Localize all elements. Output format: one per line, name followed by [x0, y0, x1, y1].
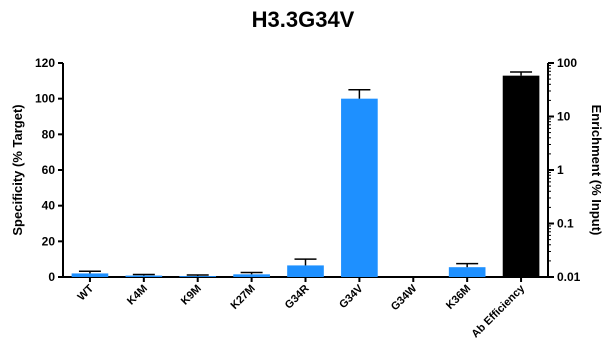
x-tick-label: G34W	[389, 282, 420, 313]
y2-tick-label: 1	[557, 163, 564, 177]
y-tick-label: 40	[42, 199, 56, 213]
y-tick-label: 120	[35, 56, 55, 70]
y2-tick-label: 100	[557, 56, 577, 70]
y2-tick-label: 0.01	[557, 270, 581, 284]
y2-axis-title: Enrichment (% Input)	[589, 105, 604, 236]
x-tick-label: K4M	[125, 283, 150, 308]
plot-area: 0 20 40 60 80 100 120 0.01 0.1 1 10 100 WT K4M K9M K27M…	[35, 56, 581, 340]
bar	[502, 75, 540, 277]
x-tick-label: G34R	[283, 283, 312, 312]
bar	[125, 275, 163, 277]
y-tick-label: 80	[42, 127, 56, 141]
y2-tick-label: 0.1	[557, 217, 574, 231]
x-tick-label: G34V	[337, 282, 366, 311]
y2-tick-label: 10	[557, 110, 571, 124]
bar	[287, 265, 324, 277]
x-tick-label: K27M	[228, 283, 257, 312]
y-axis-title: Specificity (% Target)	[10, 104, 25, 235]
x-tick-label: K36M	[444, 283, 473, 312]
y-tick-label: 60	[42, 163, 56, 177]
bar	[448, 267, 486, 277]
y-tick-label: 20	[42, 234, 56, 248]
x-tick-label: WT	[75, 282, 96, 303]
y-tick-label: 100	[35, 92, 55, 106]
x-tick-label: K9M	[179, 283, 204, 308]
x-tick-label: Ab Efficiency	[469, 282, 527, 340]
bar	[179, 276, 217, 277]
bar	[341, 98, 378, 278]
bar	[71, 273, 109, 277]
chart-title: H3.3G34V	[252, 7, 355, 32]
y-tick-label: 0	[48, 270, 55, 284]
bar	[233, 274, 270, 277]
